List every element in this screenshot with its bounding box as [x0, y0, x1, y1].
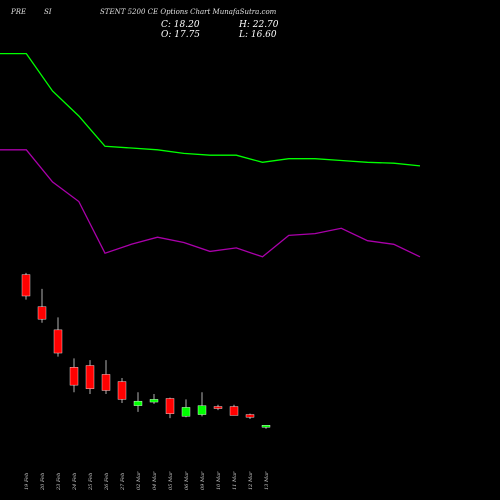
candle-body [229, 406, 239, 416]
candle-body [261, 425, 271, 428]
x-tick-label: 06 Mar [184, 471, 190, 490]
x-axis-ticks: 19 Feb 20 Feb 23 Feb 24 Feb 25 Feb 26 Feb 27 F… [24, 471, 270, 491]
x-tick-label: 10 Mar [216, 471, 222, 490]
candle [37, 288, 47, 323]
candle [213, 404, 223, 411]
close-readout: C: 18.20 [161, 20, 200, 30]
candle-body [245, 414, 255, 418]
candle-body [133, 400, 143, 406]
candles-layer [21, 272, 271, 429]
upper-band-line [0, 52, 421, 167]
x-tick-label: 11 Mar [232, 471, 238, 490]
x-tick-label: 19 Feb [24, 473, 30, 490]
candle [261, 425, 271, 429]
lower-band-line [0, 149, 421, 258]
candle [181, 399, 191, 418]
x-tick-label: 02 Mar [136, 471, 142, 490]
candle-body [69, 367, 79, 386]
x-tick-label: 25 Feb [88, 473, 94, 491]
candle [69, 358, 79, 393]
candle-body [101, 374, 111, 391]
x-tick-label: 13 Mar [264, 471, 270, 490]
candle-body [37, 306, 47, 320]
candle-body [181, 407, 191, 417]
candle [149, 394, 159, 404]
candle-body [197, 405, 207, 415]
candle-body [85, 365, 95, 389]
candle [85, 360, 95, 395]
x-tick-label: 24 Feb [72, 473, 78, 491]
x-tick-label: 12 Mar [248, 471, 254, 490]
candle-body [53, 329, 63, 354]
candle [53, 317, 63, 357]
candle-body [117, 381, 127, 400]
x-tick-label: 05 Mar [168, 471, 174, 490]
candle-body [21, 274, 31, 297]
high-readout: H: 22.70 [238, 20, 279, 30]
x-tick-label: 20 Feb [40, 473, 46, 491]
candle [117, 378, 127, 403]
candle [101, 360, 111, 395]
candle [165, 397, 175, 419]
candle-body [213, 406, 223, 409]
x-tick-label: 04 Mar [152, 471, 158, 490]
chart-title: STENT 5200 CE Options Chart MunafaSutra.… [100, 8, 277, 16]
x-tick-label: 09 Mar [200, 471, 206, 490]
low-readout: L: 16.60 [238, 30, 277, 40]
header-mid: SI [44, 8, 52, 16]
x-tick-label: 27 Feb [120, 473, 126, 491]
candle [21, 272, 31, 300]
candle [245, 413, 255, 419]
open-readout: O: 17.75 [161, 30, 200, 40]
bands-layer [0, 52, 421, 258]
candle [133, 392, 143, 412]
candle [197, 392, 207, 417]
x-tick-label: 23 Feb [56, 473, 62, 491]
x-tick-label: 26 Feb [104, 473, 110, 491]
candle-body [149, 399, 159, 403]
candle-body [165, 398, 175, 414]
candle [229, 404, 239, 416]
header-left: PRE [10, 8, 26, 16]
